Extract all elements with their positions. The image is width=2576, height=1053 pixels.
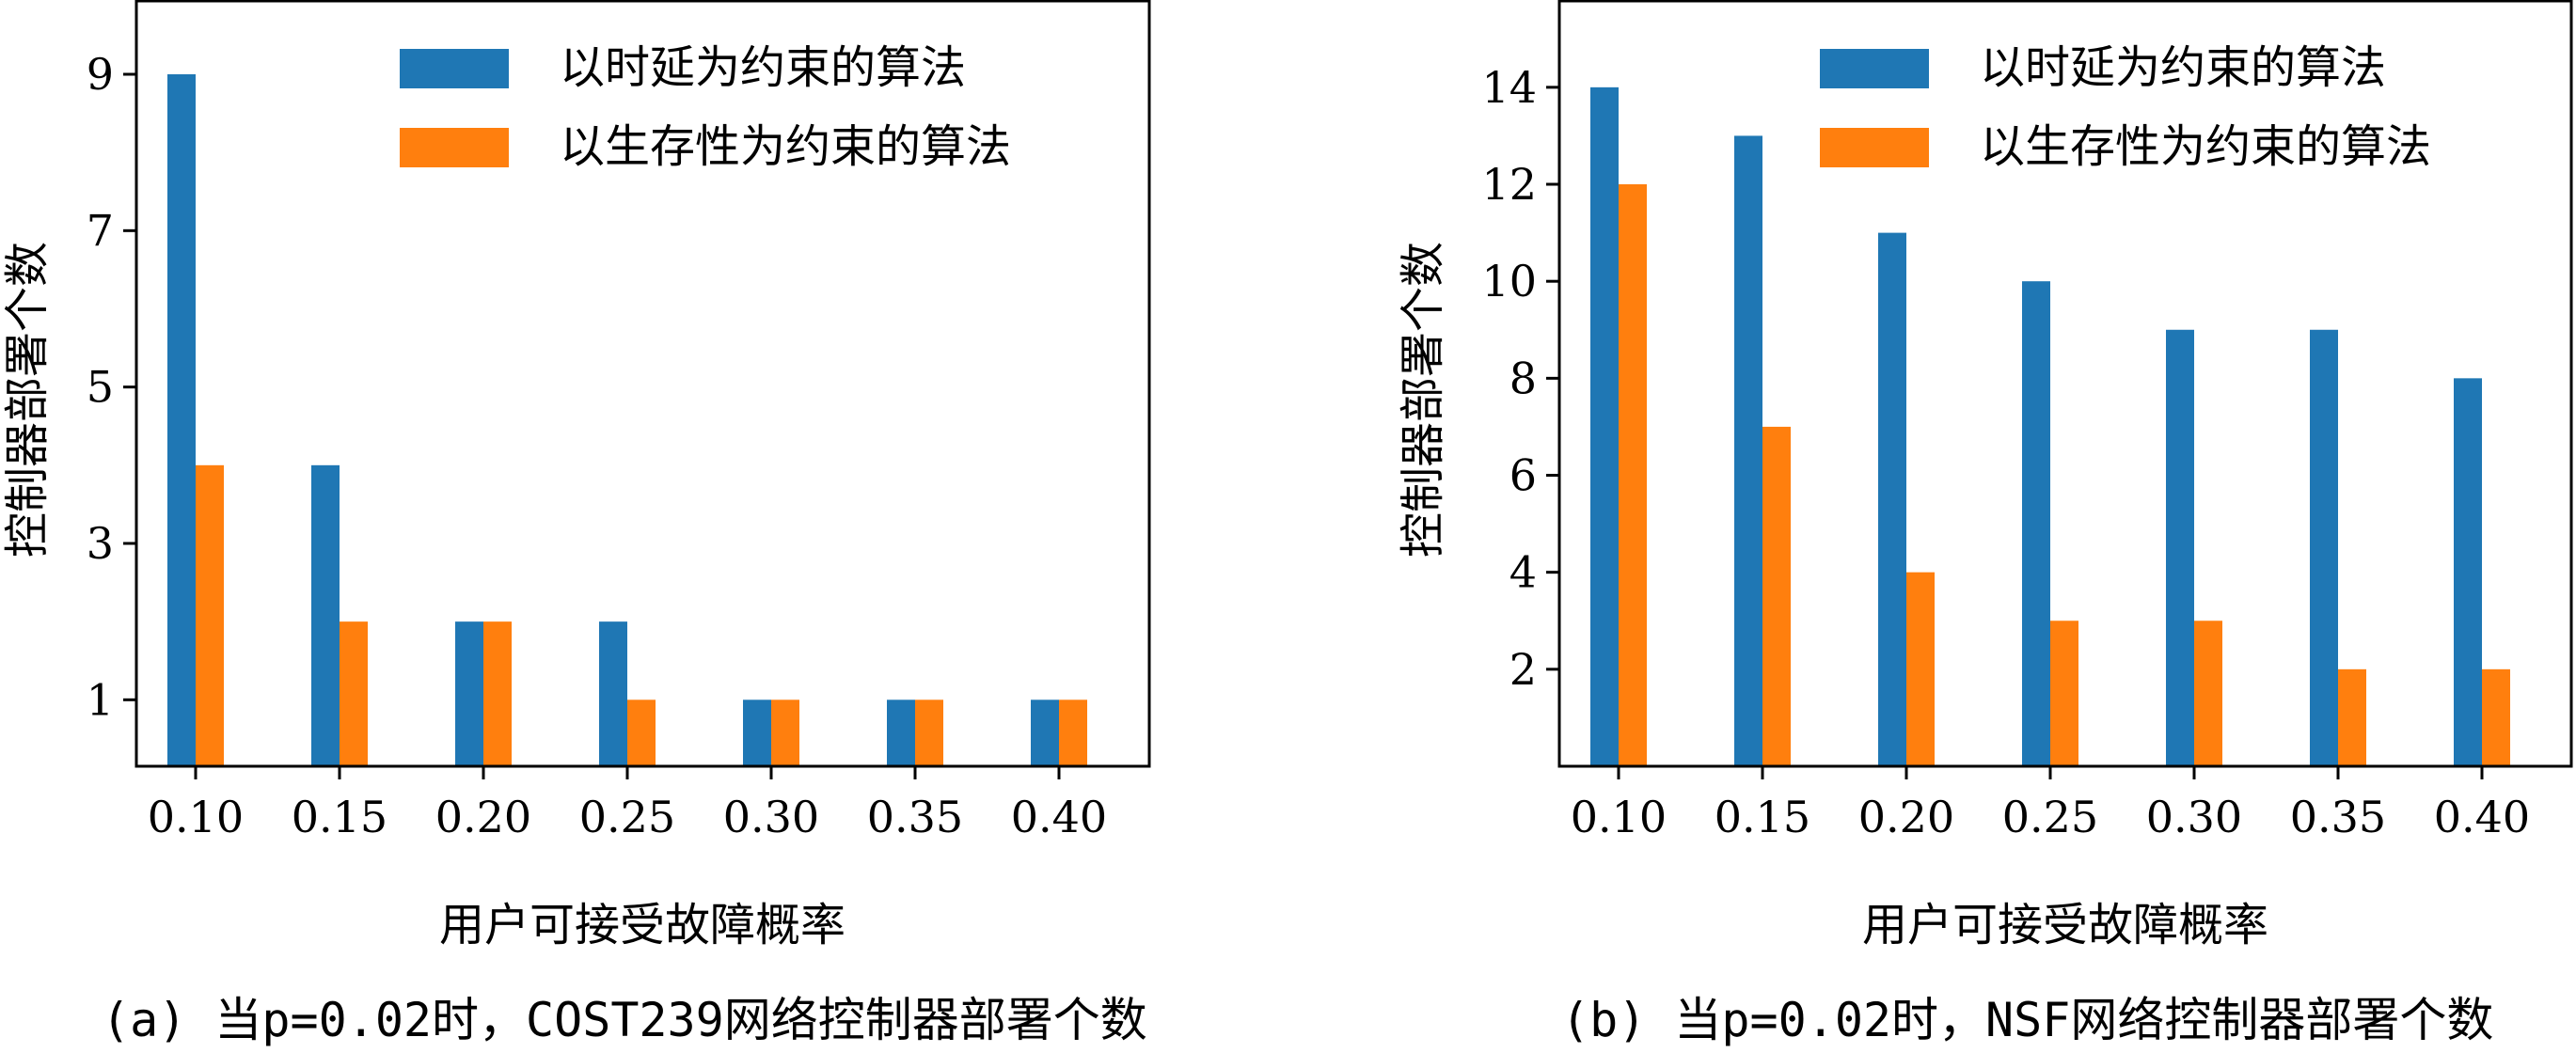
y-tick-label: 7 <box>87 205 114 256</box>
bar-survivability-0.10 <box>1619 184 1647 766</box>
x-tick-label: 0.35 <box>2290 792 2386 842</box>
x-tick-label: 0.35 <box>867 792 963 842</box>
y-tick-label: 12 <box>1481 159 1537 210</box>
bar-delay-0.30 <box>2166 329 2194 766</box>
bar-delay-0.10 <box>1590 86 1619 767</box>
axes-frame <box>1557 0 2573 768</box>
y-tick-label: 1 <box>87 674 114 725</box>
y-tick-label: 8 <box>1509 353 1537 403</box>
x-tick-label: 0.20 <box>1858 792 1954 842</box>
bar-delay-0.25 <box>599 621 627 766</box>
bar-delay-0.25 <box>2022 281 2050 766</box>
bar-survivability-0.35 <box>2338 668 2366 766</box>
legend-label: 以时延为约束的算法 <box>1980 41 2386 94</box>
caption-a: (a) 当p=0.02时，COST239网络控制器部署个数 <box>102 993 1147 1047</box>
y-tick-label: 9 <box>87 49 114 100</box>
bar-delay-0.15 <box>1734 135 1762 767</box>
x-tick-label: 0.30 <box>723 792 819 842</box>
x-tick-label: 0.10 <box>148 792 244 842</box>
bar-delay-0.20 <box>1878 232 1906 766</box>
y-tick-label: 6 <box>1509 450 1537 501</box>
y-tick-label: 4 <box>1509 547 1537 598</box>
x-tick-label: 0.25 <box>579 792 675 842</box>
bar-survivability-0.30 <box>2194 621 2222 766</box>
bar-survivability-0.20 <box>483 621 512 766</box>
bar-delay-0.35 <box>887 699 915 766</box>
x-tick-label: 0.20 <box>435 792 531 842</box>
y-tick-label: 2 <box>1509 644 1537 695</box>
bar-survivability-0.30 <box>771 699 799 766</box>
x-tick-label: 0.10 <box>1571 792 1667 842</box>
bar-delay-0.40 <box>2454 378 2482 766</box>
chart-b-nsf: 0.10 0.15 0.20 0.25 0.30 0.35 0.40 2 4 6 8 10 12 14 用户… <box>1397 0 2573 951</box>
bar-delay-0.10 <box>167 74 196 766</box>
bar-delay-0.35 <box>2310 329 2338 766</box>
bar-survivability-0.40 <box>2482 668 2510 766</box>
x-tick-label: 0.40 <box>2434 792 2530 842</box>
caption-b: (b) 当p=0.02时，NSF网络控制器部署个数 <box>1561 993 2494 1047</box>
y-tick-label: 5 <box>87 362 114 413</box>
bar-survivability-0.35 <box>915 699 943 766</box>
x-tick-label: 0.25 <box>2002 792 2098 842</box>
bar-delay-0.20 <box>455 621 483 766</box>
bar-survivability-0.25 <box>627 699 656 766</box>
bar-survivability-0.15 <box>1762 426 1791 766</box>
legend-swatch <box>400 49 509 88</box>
x-tick-label: 0.30 <box>2146 792 2242 842</box>
chart-a-cost239: 0.10 0.15 0.20 0.25 0.30 0.35 0.40 1 3 5 7 9 用户可接受故障… <box>1 0 1151 951</box>
legend-label: 以生存性为约束的算法 <box>1980 120 2431 173</box>
x-axis-label: 用户可接受故障概率 <box>439 899 845 951</box>
bar-survivability-0.25 <box>2050 621 2078 766</box>
legend-swatch <box>1820 128 1929 167</box>
bar-delay-0.40 <box>1031 699 1059 766</box>
axes-frame <box>134 0 1151 768</box>
legend-swatch <box>400 128 509 167</box>
y-tick-label: 10 <box>1481 256 1537 306</box>
legend-swatch <box>1820 49 1929 88</box>
bar-survivability-0.10 <box>196 464 224 766</box>
x-tick-label: 0.40 <box>1011 792 1107 842</box>
bar-survivability-0.40 <box>1059 699 1087 766</box>
y-axis-label: 控制器部署个数 <box>1 242 54 558</box>
y-tick-label: 3 <box>87 518 114 569</box>
legend-label: 以时延为约束的算法 <box>560 41 966 94</box>
bar-delay-0.15 <box>311 464 340 766</box>
bar-survivability-0.15 <box>340 621 368 766</box>
y-axis-label: 控制器部署个数 <box>1397 242 1449 558</box>
legend-label: 以生存性为约束的算法 <box>560 120 1011 173</box>
y-tick-label: 14 <box>1481 62 1537 113</box>
x-tick-label: 0.15 <box>292 792 387 842</box>
x-axis-label: 用户可接受故障概率 <box>1862 899 2268 951</box>
bar-survivability-0.20 <box>1906 572 1935 766</box>
bar-delay-0.30 <box>743 699 771 766</box>
x-tick-label: 0.15 <box>1715 792 1810 842</box>
